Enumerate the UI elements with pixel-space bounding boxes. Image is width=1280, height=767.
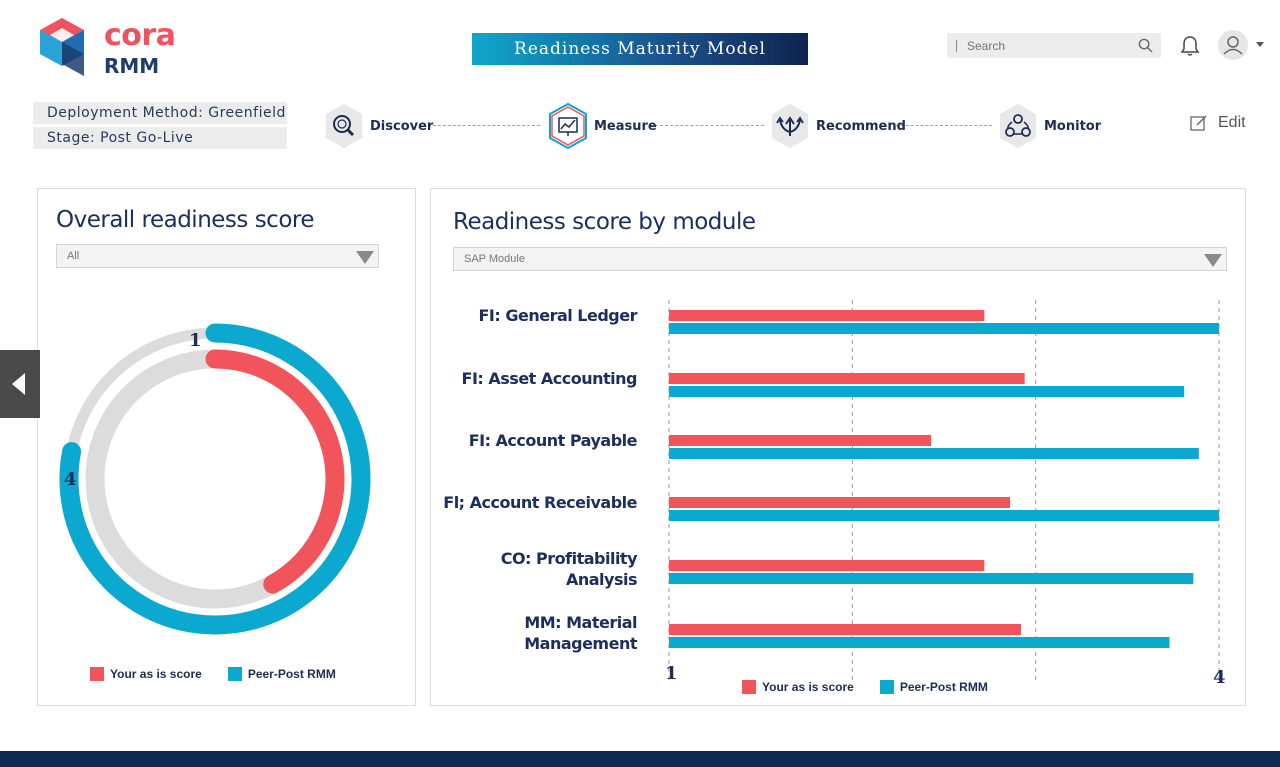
axis-tick-max: 4 — [1213, 667, 1226, 688]
legend-swatch — [742, 680, 756, 694]
module-label-line: FI: General Ledger — [478, 306, 637, 325]
axis-tick-min: 1 — [665, 663, 678, 684]
bell-icon[interactable] — [1180, 35, 1200, 57]
chevron-down-icon — [356, 251, 374, 264]
cube-logo-icon — [40, 18, 84, 76]
chevron-down-icon[interactable] — [1256, 42, 1264, 47]
step-connector — [650, 125, 764, 126]
module-legend: Your as is score Peer-Post RMM — [742, 680, 1014, 694]
step-recommend[interactable]: Recommend — [768, 102, 906, 150]
search-icon[interactable] — [1138, 38, 1153, 53]
stage-label: Stage: Post Go-Live — [33, 127, 287, 149]
module-label: MM: Material Management — [524, 612, 637, 654]
step-monitor[interactable]: Monitor — [996, 102, 1101, 150]
step-label: Measure — [594, 118, 657, 134]
chart-icon — [549, 102, 587, 150]
module-label-line: CO: Profitability — [500, 549, 638, 568]
module-label: Fl; Account Receivable — [443, 492, 637, 513]
step-discover[interactable]: Discover — [322, 102, 433, 150]
overall-filter-select[interactable]: All — [56, 244, 379, 268]
module-label-line: FI: Account Payable — [468, 431, 638, 450]
step-label: Recommend — [816, 118, 906, 134]
legend-label: Peer-Post RMM — [899, 680, 988, 694]
search-input[interactable] — [956, 39, 1136, 52]
legend-label: Your as is score — [762, 680, 854, 694]
overall-legend: Your as is score Peer-Post RMM — [90, 667, 362, 681]
chevron-down-icon — [1204, 254, 1222, 267]
legend-item: Your as is score — [742, 680, 854, 694]
step-label: Discover — [370, 118, 434, 134]
arrows-icon — [772, 104, 808, 148]
legend-swatch — [879, 680, 894, 694]
module-label-line: Analysis — [565, 570, 638, 589]
module-label-line: Fl; Account Receivable — [443, 493, 637, 512]
peer-score-arc — [59, 323, 371, 635]
donut-label-end: 4 — [64, 469, 77, 490]
edit-icon — [1190, 115, 1207, 131]
module-label-line: Management — [524, 634, 637, 653]
select-value: SAP Module — [464, 253, 525, 265]
chart-title: Readiness score by module — [453, 209, 756, 235]
your-score-arc — [205, 349, 345, 594]
edit-button[interactable]: Edit — [1190, 114, 1246, 132]
module-filter-select[interactable]: SAP Module — [453, 247, 1227, 271]
overall-donut-chart — [59, 323, 371, 635]
legend-label: Your as is score — [110, 667, 202, 681]
user-icon — [1223, 36, 1243, 55]
step-connector — [428, 125, 540, 126]
deployment-method: Deployment Method: Greenfield — [33, 102, 287, 124]
logo-sub: RMM — [104, 54, 160, 78]
legend-item: Your as is score — [90, 667, 202, 681]
legend-item: Peer-Post RMM — [879, 680, 988, 694]
module-label: FI: Account Payable — [468, 430, 638, 451]
collapse-sidebar-button[interactable] — [0, 350, 40, 418]
step-connector — [896, 125, 992, 126]
overall-score-panel: Overall readiness score All 1 4 Your as … — [37, 188, 416, 706]
module-score-panel: Readiness score by module SAP Module — [430, 188, 1246, 706]
search-box[interactable] — [947, 33, 1161, 58]
step-measure[interactable]: Measure — [546, 102, 657, 150]
footer-bar — [0, 751, 1280, 767]
user-avatar[interactable] — [1218, 30, 1248, 60]
legend-label: Peer-Post RMM — [247, 667, 336, 681]
module-label-line: FI: Asset Accounting — [461, 369, 638, 388]
select-value: All — [67, 250, 80, 262]
panel-title: Overall readiness score — [56, 207, 315, 233]
magnifier-icon — [326, 104, 362, 148]
network-icon — [1000, 104, 1036, 148]
legend-swatch — [90, 667, 104, 681]
module-label-line: MM: Material — [524, 613, 637, 632]
legend-item: Peer-Post RMM — [227, 667, 336, 681]
step-label: Monitor — [1044, 118, 1102, 134]
legend-swatch — [227, 667, 242, 681]
edit-label: Edit — [1218, 114, 1246, 131]
module-label: FI: Asset Accounting — [461, 368, 638, 389]
module-label: FI: General Ledger — [478, 305, 637, 326]
donut-label-start: 1 — [189, 330, 202, 351]
module-label: CO: Profitability Analysis — [500, 548, 638, 590]
logo-word: cora — [104, 18, 176, 53]
cora-logo[interactable]: cora RMM — [38, 16, 198, 80]
page-title: Readiness Maturity Model — [472, 33, 808, 65]
